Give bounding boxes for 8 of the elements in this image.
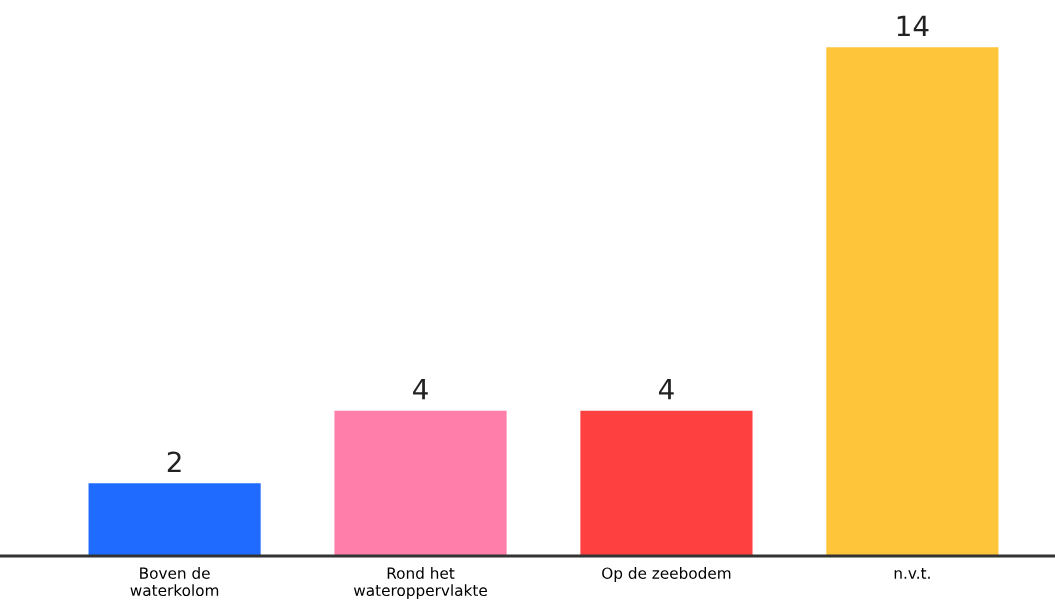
data-label: 4	[413, 379, 428, 400]
data-label: 4	[658, 379, 674, 400]
data-label: 14	[897, 15, 929, 36]
x-tick-label: Rond het wateroppervlakte	[353, 567, 487, 599]
x-tick-label: Boven de waterkolom	[130, 567, 219, 597]
x-tick-label: Op de zeebodem	[602, 567, 731, 582]
data-label: 2	[167, 451, 181, 472]
x-tick-label: n.v.t.	[894, 567, 930, 579]
